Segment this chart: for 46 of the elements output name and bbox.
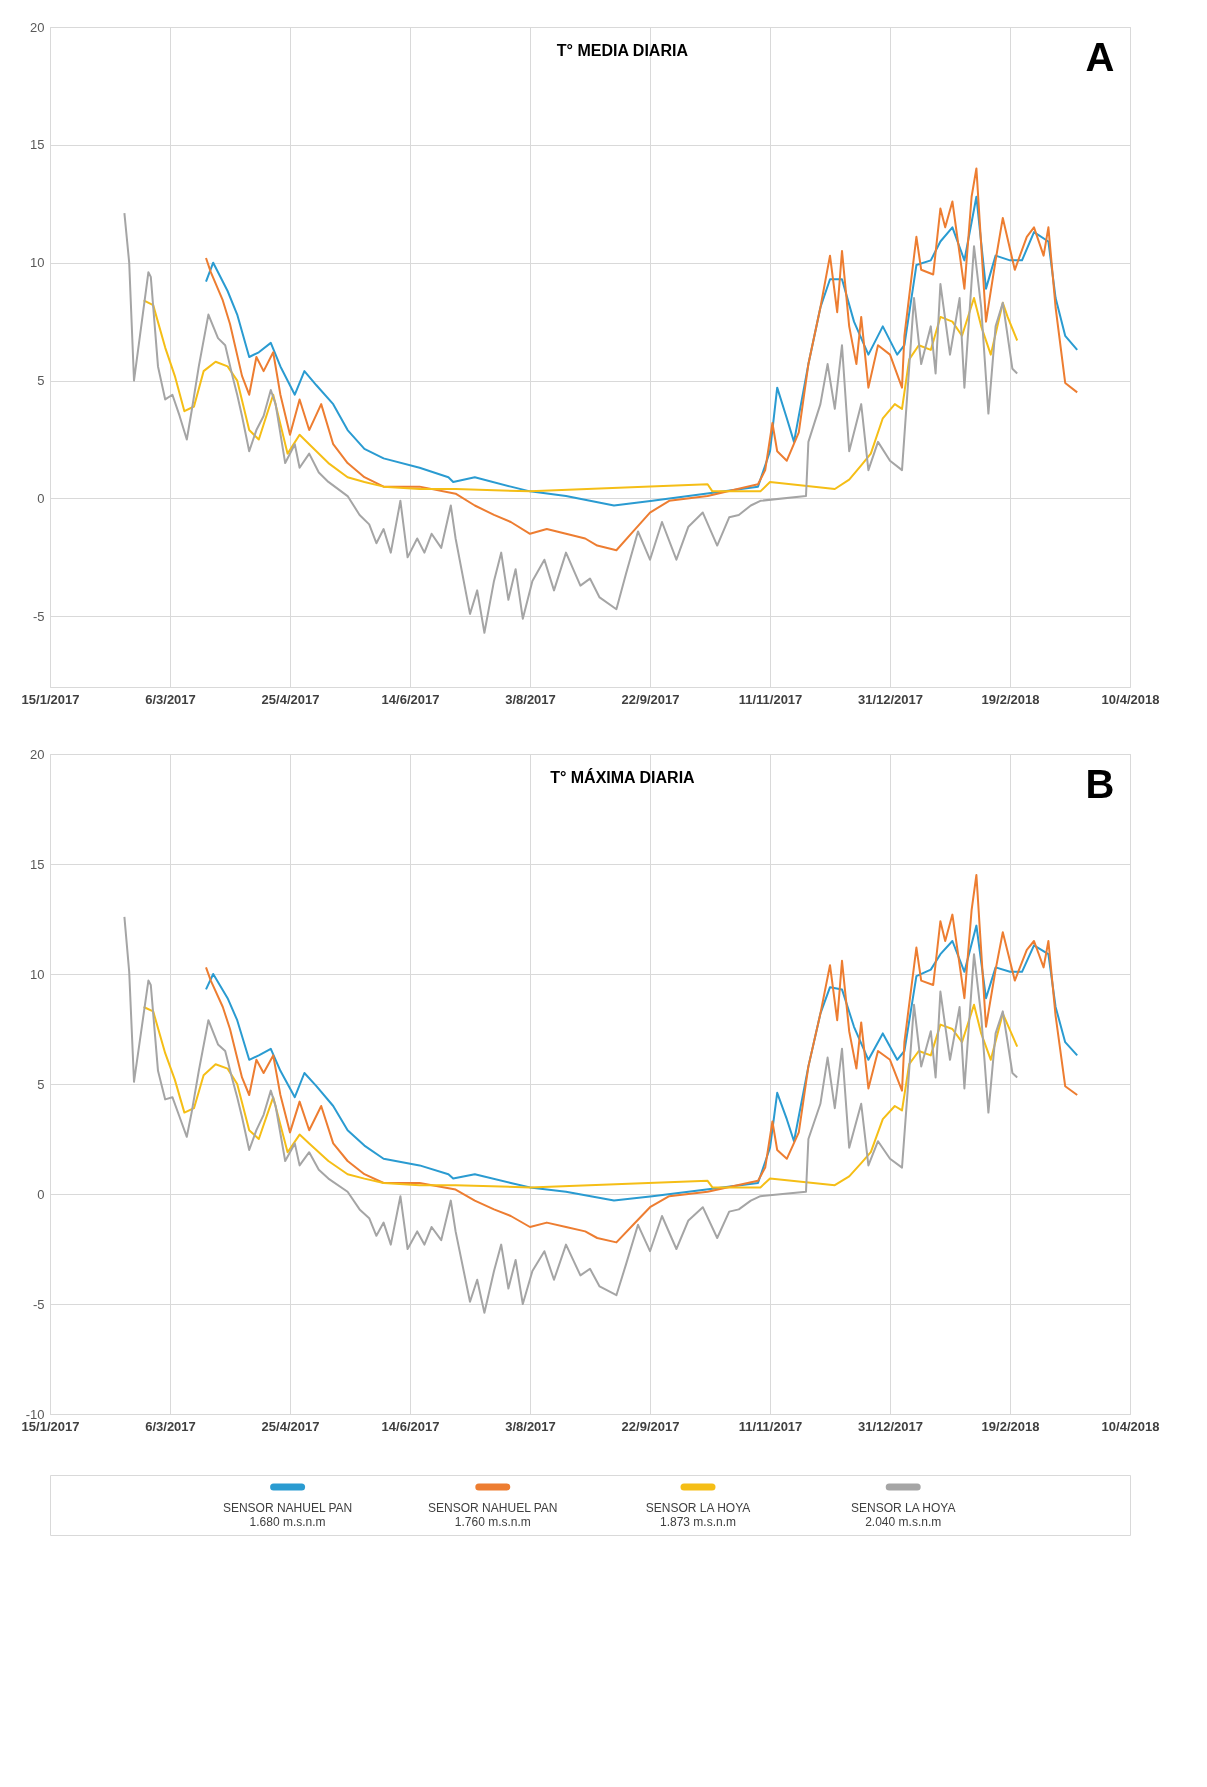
line-series [123, 212, 1019, 634]
x-tick-label: 3/8/2017 [505, 691, 556, 707]
line-series [205, 874, 1079, 1244]
legend-label: SENSOR LA HOYA 2.040 m.s.n.m [850, 1501, 956, 1529]
x-tick-label: 19/2/2018 [981, 691, 1040, 707]
y-tick-label: 10 [30, 966, 45, 982]
line-series [205, 924, 1079, 1202]
x-tick-label: 11/11/2017 [738, 691, 803, 707]
x-tick-label: 10/4/2018 [1101, 691, 1160, 707]
line-series [142, 1003, 1019, 1189]
annotation: B [1085, 762, 1115, 806]
x-tick-label: 10/4/2018 [1101, 1418, 1160, 1434]
x-tick-label: 6/3/2017 [145, 1418, 196, 1434]
y-tick-label: 20 [30, 746, 45, 762]
x-tick-label: 25/4/2017 [261, 691, 320, 707]
y-tick-label: 15 [30, 856, 45, 872]
text: T° MEDIA DIARIA [556, 42, 689, 59]
x-tick-label: 15/1/2017 [21, 691, 80, 707]
x-tick-label: 19/2/2018 [981, 1418, 1040, 1434]
y-tick-label: 5 [37, 373, 45, 389]
legend-label: SENSOR NAHUEL PAN 1.760 m.s.n.m [428, 1501, 558, 1529]
annotation: A [1085, 35, 1115, 79]
y-tick-label: 0 [37, 490, 45, 506]
y-tick-label: 15 [30, 137, 45, 153]
text: T° MÁXIMA DIARIA [550, 768, 696, 786]
line-series [205, 167, 1079, 552]
y-tick-label: 10 [30, 255, 45, 271]
line-series [205, 195, 1079, 507]
line-series [123, 915, 1019, 1314]
y-tick-label: -5 [32, 608, 45, 624]
x-tick-label: 22/9/2017 [621, 691, 680, 707]
x-tick-label: 11/11/2017 [738, 1418, 803, 1434]
y-tick-label: 20 [30, 19, 45, 35]
x-tick-label: 14/6/2017 [381, 691, 440, 707]
x-tick-label: 6/3/2017 [145, 691, 196, 707]
x-tick-label: 31/12/2017 [857, 1418, 924, 1434]
x-tick-label: 25/4/2017 [261, 1418, 320, 1434]
x-tick-label: 3/8/2017 [505, 1418, 556, 1434]
y-tick-label: 5 [37, 1076, 45, 1092]
legend-label: SENSOR LA HOYA 1.873 m.s.n.m [645, 1501, 751, 1529]
legend-label: SENSOR NAHUEL PAN 1.680 m.s.n.m [222, 1501, 353, 1529]
x-tick-label: 22/9/2017 [621, 1418, 680, 1434]
x-tick-label: 14/6/2017 [381, 1418, 440, 1434]
y-tick-label: 0 [37, 1186, 45, 1202]
x-tick-label: 31/12/2017 [857, 691, 924, 707]
y-tick-label: -5 [32, 1296, 45, 1312]
